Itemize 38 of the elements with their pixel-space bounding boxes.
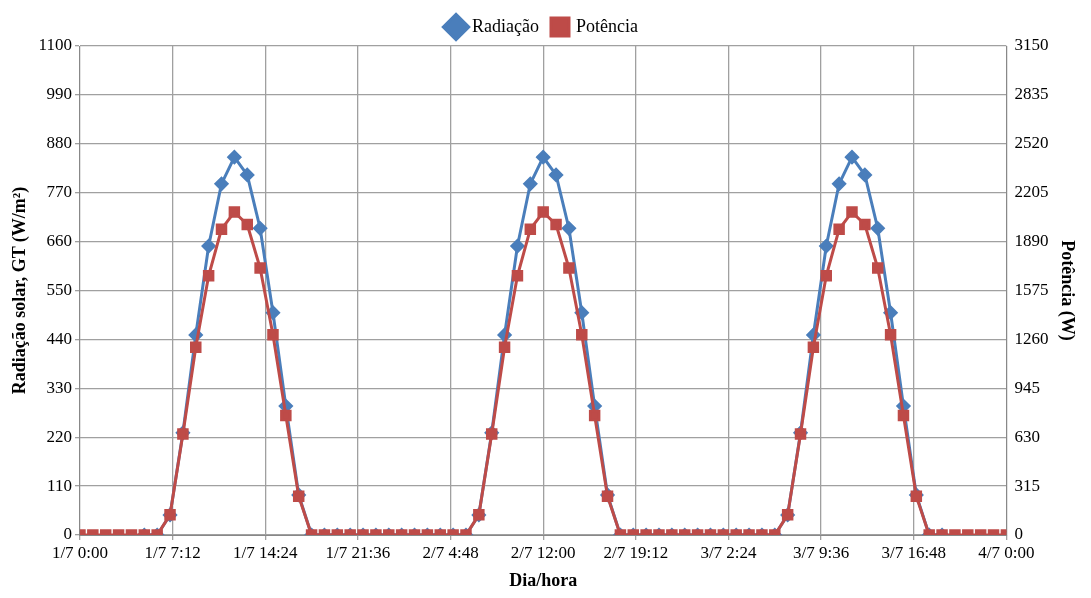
- y2-tick-label: 3150: [1014, 35, 1049, 55]
- y-tick-label: 770: [46, 182, 72, 202]
- y-tick-label: 0: [63, 524, 72, 544]
- y-tick-label: 880: [46, 133, 72, 153]
- x-tick-label: 3/7 16:48: [881, 542, 947, 562]
- x-tick-label: 1/7 14:24: [232, 542, 299, 562]
- y-tick-label: 220: [46, 426, 72, 446]
- y2-tick-label: 0: [1014, 524, 1023, 544]
- x-tick-label: 2/7 12:00: [510, 542, 576, 562]
- y2-tick-label: 2520: [1014, 133, 1049, 153]
- y2-tick-label: 2835: [1014, 84, 1049, 104]
- y2-tick-label: 2205: [1014, 182, 1049, 202]
- x-tick-label: 4/7 0:00: [978, 542, 1035, 562]
- x-tick-label: 1/7 0:00: [51, 542, 109, 562]
- y2-tick-label: 1890: [1014, 231, 1049, 251]
- x-tick-label: 3/7 9:36: [793, 542, 850, 562]
- y-tick-label: 550: [46, 279, 72, 299]
- y2-tick-label: 945: [1014, 377, 1040, 397]
- y2-tick-label: 1575: [1014, 279, 1049, 299]
- y2-tick-label: 630: [1014, 426, 1040, 446]
- y2-tick-label: 1260: [1014, 328, 1049, 348]
- y-tick-label: 330: [46, 377, 72, 397]
- x-tick-label: 2/7 4:48: [422, 542, 479, 562]
- x-tick-label: 1/7 21:36: [325, 542, 391, 562]
- y-tick-label: 110: [47, 475, 72, 495]
- y-axis-title: Radiação solar, GT (W/m²): [9, 186, 31, 395]
- x-tick-label: 3/7 2:24: [700, 542, 758, 562]
- y-tick-label: 1100: [38, 35, 72, 55]
- y-tick-label: 660: [46, 231, 72, 251]
- y-tick-label: 990: [46, 84, 72, 104]
- y2-tick-label: 315: [1014, 475, 1040, 495]
- x-tick-label: 2/7 19:12: [603, 542, 669, 562]
- x-tick-label: 1/7 7:12: [144, 542, 201, 562]
- y-tick-label: 440: [46, 328, 72, 348]
- y2-axis-title: Potência (W): [1056, 240, 1078, 341]
- x-axis-title: Dia/hora: [509, 569, 578, 590]
- legend-label: Radiação: [472, 15, 539, 36]
- legend-label: Potência: [575, 15, 638, 36]
